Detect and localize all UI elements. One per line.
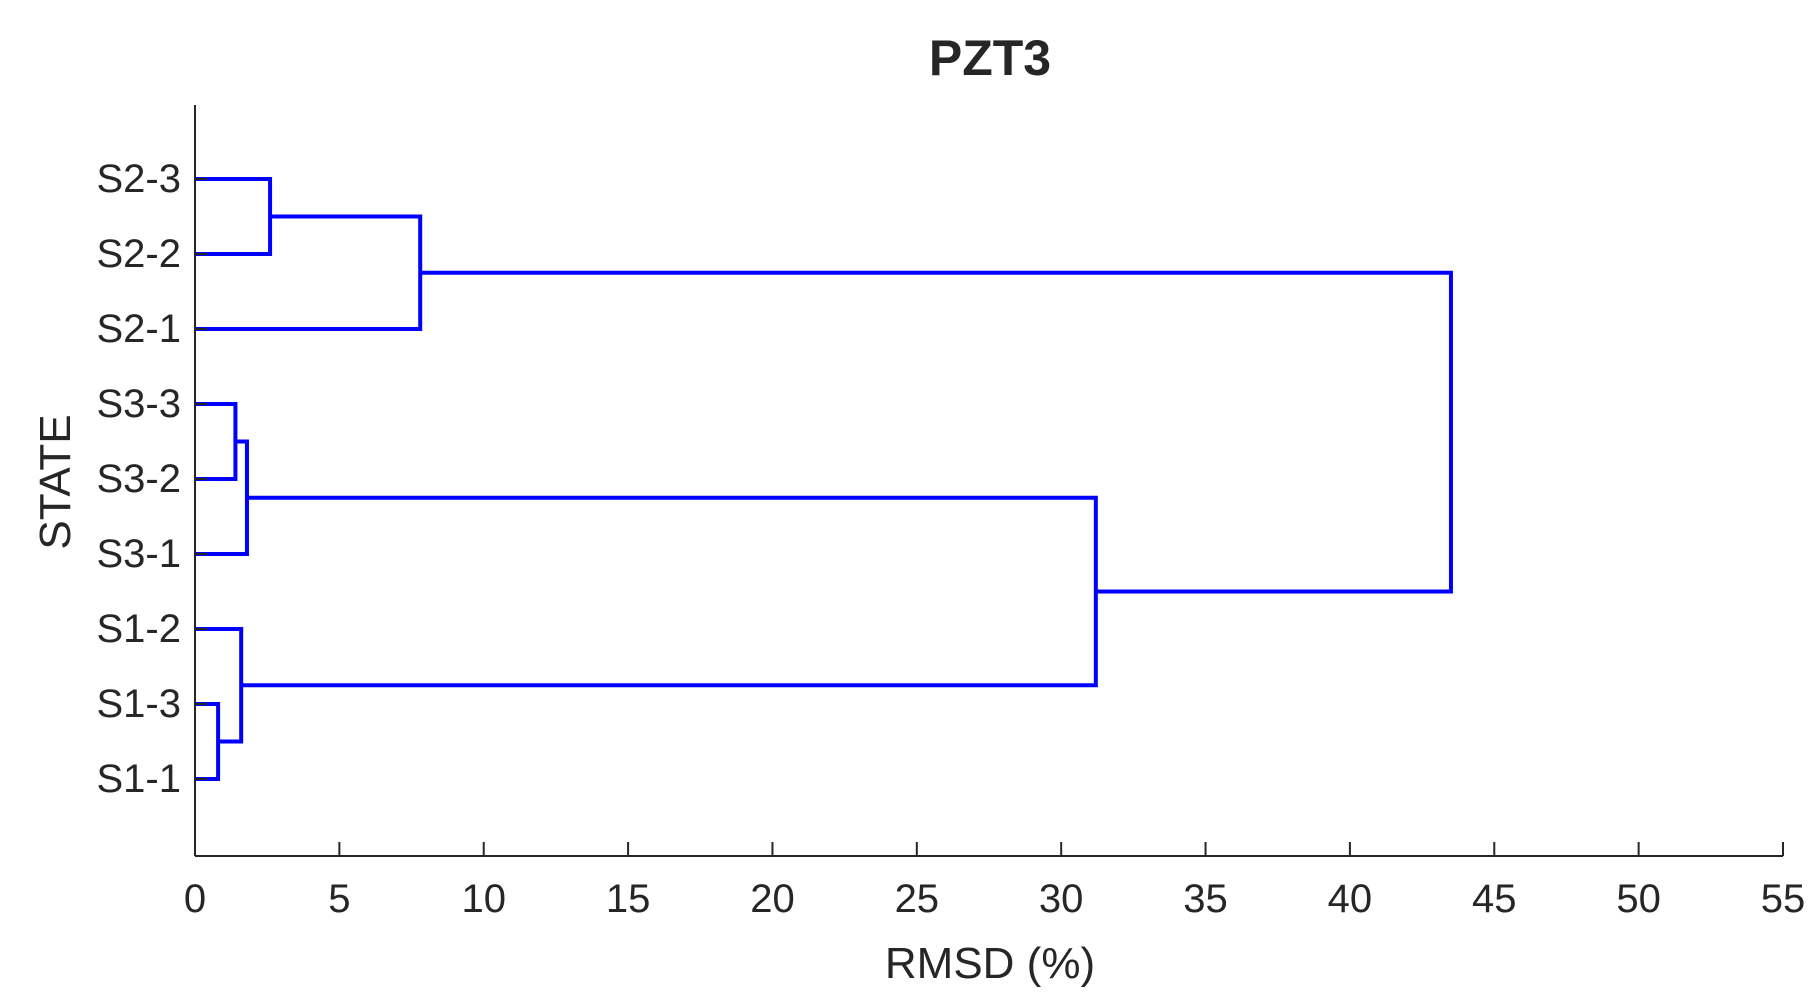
dendrogram-link	[420, 270, 1453, 594]
dendrogram-link	[195, 402, 238, 481]
y-tick-label: S2-3	[97, 157, 182, 201]
x-tick-label: 15	[606, 877, 651, 921]
y-axis-label: STATE	[31, 414, 80, 549]
y-tick-label: S2-2	[97, 232, 182, 276]
y-tick-label: S3-2	[97, 457, 182, 501]
x-tick-label: 35	[1183, 877, 1228, 921]
y-tick-label: S1-1	[97, 757, 182, 801]
x-tick-label: 5	[328, 877, 350, 921]
dendrogram-link	[195, 177, 273, 256]
axes	[194, 105, 1783, 857]
dendrogram-link	[195, 439, 249, 556]
x-tick-label: 30	[1039, 877, 1084, 921]
x-axis-label: RMSD (%)	[885, 939, 1095, 988]
y-tick-label: S1-2	[97, 607, 182, 651]
x-tick-label: 50	[1616, 877, 1661, 921]
x-tick-label: 10	[461, 877, 506, 921]
y-tick-label: S3-1	[97, 532, 182, 576]
x-tick-label: 40	[1328, 877, 1373, 921]
x-tick-label: 20	[750, 877, 795, 921]
x-tick-label: 25	[895, 877, 940, 921]
y-tick-label: S2-1	[97, 307, 182, 351]
dendrogram-links	[195, 177, 1453, 781]
y-tick-label: S3-3	[97, 382, 182, 426]
x-axis-ticks: 0 5 10 15 20 25 30 35 40 45 50 55	[184, 842, 1805, 921]
chart-title: PZT3	[929, 30, 1051, 86]
x-tick-label: 45	[1472, 877, 1517, 921]
x-tick-label: 0	[184, 877, 206, 921]
y-axis-ticks: S2-3 S2-2 S2-1 S3-3 S3-2 S3-1 S1-2 S1-3 S1-1	[97, 157, 207, 801]
dendrogram-link	[195, 702, 221, 781]
y-tick-label: S1-3	[97, 682, 182, 726]
dendrogram-link	[241, 495, 1098, 688]
dendrogram-link	[195, 214, 423, 331]
x-tick-label: 55	[1761, 877, 1806, 921]
